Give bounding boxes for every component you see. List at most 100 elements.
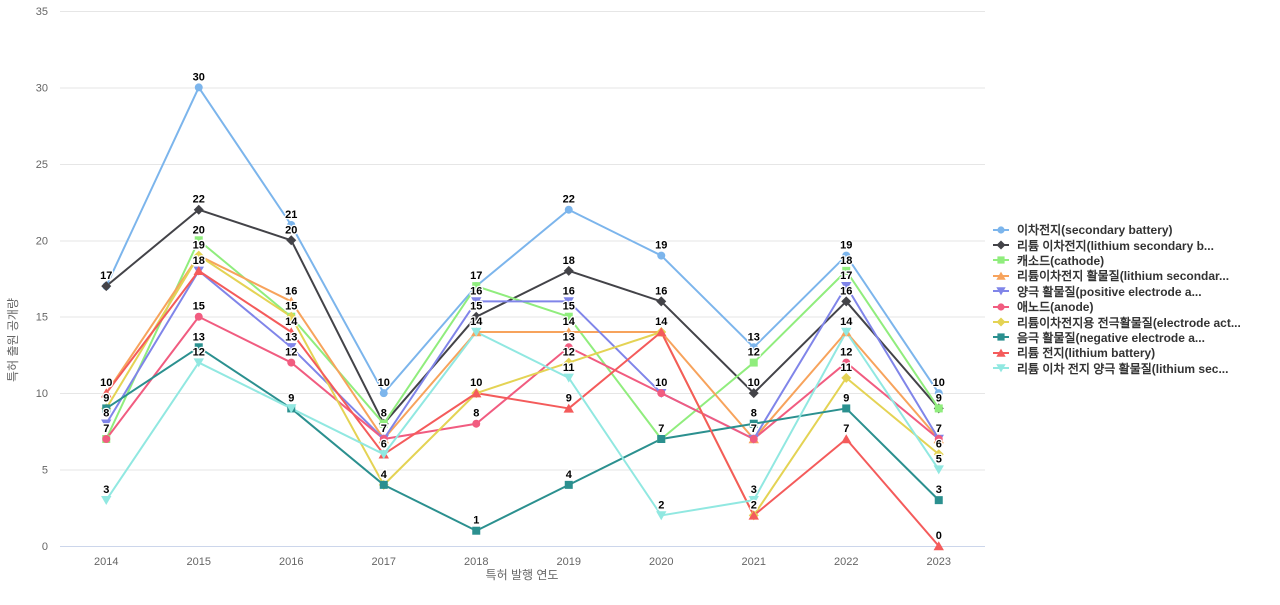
data-point-marker[interactable] — [101, 388, 112, 398]
data-point-marker[interactable] — [933, 465, 944, 475]
data-point-marker[interactable] — [286, 343, 297, 353]
data-point-marker[interactable] — [656, 327, 667, 337]
data-point-marker[interactable] — [748, 510, 759, 520]
data-point-marker[interactable] — [841, 327, 852, 337]
data-point-marker[interactable] — [379, 389, 388, 398]
data-point-marker[interactable] — [378, 450, 389, 460]
data-point-marker[interactable] — [286, 296, 297, 306]
legend-item-7[interactable]: 리튬이차전지용 전극활물질(electrode act... — [993, 314, 1241, 330]
legend-marker-icon — [993, 271, 1009, 280]
legend-item-4[interactable]: 리튬이차전지 활물질(lithium secondar... — [993, 268, 1241, 283]
data-point-marker[interactable] — [101, 419, 112, 429]
data-point-marker[interactable] — [563, 265, 574, 276]
data-point-marker[interactable] — [564, 480, 573, 489]
legend-item-9[interactable]: 리튬 전지(lithium battery) — [993, 345, 1241, 360]
legend-item-8[interactable]: 음극 활물질(negative electrode a... — [993, 330, 1241, 345]
data-point-marker[interactable] — [934, 496, 943, 505]
data-point-marker[interactable] — [471, 388, 482, 398]
data-point-marker[interactable] — [563, 297, 574, 307]
data-point-marker[interactable] — [564, 205, 573, 214]
data-point-marker[interactable] — [471, 311, 482, 322]
data-point-marker[interactable] — [841, 281, 852, 291]
series-markers — [101, 83, 944, 551]
data-point-marker[interactable] — [842, 266, 851, 275]
data-point-marker[interactable] — [996, 317, 1006, 327]
data-point-marker[interactable] — [748, 388, 759, 399]
data-point-marker[interactable] — [471, 327, 482, 337]
data-point-marker[interactable] — [563, 373, 574, 383]
data-point-marker[interactable] — [563, 327, 574, 337]
data-point-marker[interactable] — [656, 511, 667, 521]
legend-item-2[interactable]: 리튬 이차전지(lithium secondary b... — [993, 237, 1241, 253]
data-point-marker[interactable] — [194, 236, 203, 245]
data-point-marker[interactable] — [101, 495, 112, 505]
data-point-marker[interactable] — [996, 240, 1006, 250]
legend-item-3[interactable]: 캐소드(cathode) — [993, 253, 1241, 268]
data-point-marker[interactable] — [749, 419, 758, 428]
data-point-marker[interactable] — [997, 256, 1005, 265]
data-point-marker[interactable] — [194, 343, 203, 352]
data-point-marker[interactable] — [193, 358, 204, 368]
data-label: 21 — [285, 209, 297, 221]
data-point-marker[interactable] — [287, 358, 296, 367]
data-point-marker[interactable] — [842, 358, 851, 367]
data-point-marker[interactable] — [656, 296, 667, 307]
data-label: 10 — [748, 377, 760, 389]
data-point-marker[interactable] — [933, 541, 944, 551]
data-point-marker[interactable] — [997, 226, 1005, 234]
data-point-marker[interactable] — [193, 204, 204, 215]
data-point-marker[interactable] — [933, 449, 944, 460]
data-point-marker[interactable] — [193, 266, 204, 276]
data-point-marker[interactable] — [841, 434, 852, 444]
data-point-marker[interactable] — [286, 327, 297, 337]
legend-item-10[interactable]: 리튬 이차 전지 양극 활물질(lithium sec... — [993, 361, 1241, 376]
data-point-marker[interactable] — [996, 348, 1006, 357]
data-point-marker[interactable] — [193, 250, 204, 261]
data-point-marker[interactable] — [563, 357, 574, 368]
data-point-marker[interactable] — [379, 435, 388, 443]
legend-item-6[interactable]: 애노드(anode) — [993, 299, 1241, 314]
data-point-marker[interactable] — [748, 495, 759, 505]
data-point-marker[interactable] — [286, 404, 297, 414]
data-point-marker[interactable] — [996, 287, 1006, 296]
legend-item-5[interactable]: 양극 활물질(positive electrode a... — [993, 284, 1241, 299]
data-point-marker[interactable] — [997, 333, 1005, 342]
legend-marker-icon — [993, 333, 1009, 342]
data-label: 20 — [193, 224, 205, 236]
data-point-marker[interactable] — [286, 235, 297, 246]
data-point-marker[interactable] — [194, 312, 203, 321]
data-point-marker[interactable] — [842, 251, 851, 260]
legend-item-1[interactable]: 이차전지(secondary battery) — [993, 222, 1241, 237]
data-point-marker[interactable] — [842, 404, 851, 413]
data-point-marker[interactable] — [564, 343, 573, 352]
data-point-marker[interactable] — [749, 435, 758, 443]
data-label: 15 — [285, 301, 297, 313]
data-point-marker[interactable] — [563, 403, 574, 413]
data-point-marker[interactable] — [997, 303, 1005, 311]
data-point-marker[interactable] — [194, 83, 203, 92]
data-point-marker[interactable] — [749, 343, 758, 352]
data-point-marker[interactable] — [657, 435, 666, 443]
data-point-marker[interactable] — [101, 281, 112, 292]
data-point-marker[interactable] — [934, 404, 943, 413]
data-point-marker[interactable] — [934, 435, 943, 443]
data-point-marker[interactable] — [102, 404, 111, 413]
data-point-marker[interactable] — [472, 419, 481, 428]
data-point-marker[interactable] — [379, 419, 388, 428]
data-point-marker[interactable] — [749, 358, 758, 367]
data-point-marker[interactable] — [564, 312, 573, 321]
data-point-marker[interactable] — [472, 526, 481, 535]
data-point-marker[interactable] — [472, 282, 481, 291]
data-point-marker[interactable] — [379, 480, 388, 489]
data-point-marker[interactable] — [996, 271, 1006, 280]
data-point-marker[interactable] — [102, 435, 111, 443]
data-point-marker[interactable] — [471, 297, 482, 307]
data-point-marker[interactable] — [287, 221, 296, 229]
data-point-marker[interactable] — [286, 311, 297, 322]
data-point-marker[interactable] — [657, 389, 666, 398]
data-point-marker[interactable] — [934, 389, 943, 398]
data-point-marker[interactable] — [841, 296, 852, 307]
data-point-marker[interactable] — [657, 251, 666, 260]
data-point-marker[interactable] — [841, 372, 852, 383]
data-point-marker[interactable] — [996, 364, 1006, 373]
